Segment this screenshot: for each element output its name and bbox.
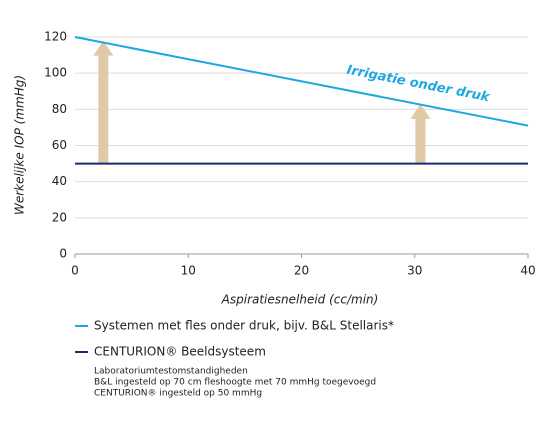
y-tick-label: 120 xyxy=(44,30,67,44)
legend-label: CENTURION® Beeldsysteem xyxy=(94,345,266,359)
y-tick-label: 0 xyxy=(59,247,67,261)
x-tick-label: 10 xyxy=(181,264,196,278)
y-tick-label: 80 xyxy=(52,102,67,116)
x-tick-label: 30 xyxy=(407,264,422,278)
x-tick-label: 20 xyxy=(294,264,309,278)
annotation: Irrigatie onder druk xyxy=(345,63,492,106)
arrow xyxy=(410,103,431,164)
note: CENTURION® ingesteld op 50 mmHg xyxy=(94,389,262,399)
y-axis-label: Werkelijke IOP (mmHg) xyxy=(13,75,27,215)
x-axis-label: Aspiratiesnelheid (cc/min) xyxy=(221,293,379,307)
x-tick-label: 0 xyxy=(71,264,79,278)
y-tick-label: 20 xyxy=(52,210,67,224)
note: B&L ingesteld op 70 cm fleshoogte met 70… xyxy=(94,378,376,388)
y-tick-label: 60 xyxy=(52,138,67,152)
arrow xyxy=(93,40,114,164)
note: Laboratoriumtestomstandigheden xyxy=(94,367,248,377)
y-tick-label: 100 xyxy=(44,66,67,80)
series-line xyxy=(74,36,529,127)
y-tick-label: 40 xyxy=(52,174,67,188)
legend-label: Systemen met fles onder druk, bijv. B&L … xyxy=(94,319,394,333)
x-tick-label: 40 xyxy=(520,264,535,278)
